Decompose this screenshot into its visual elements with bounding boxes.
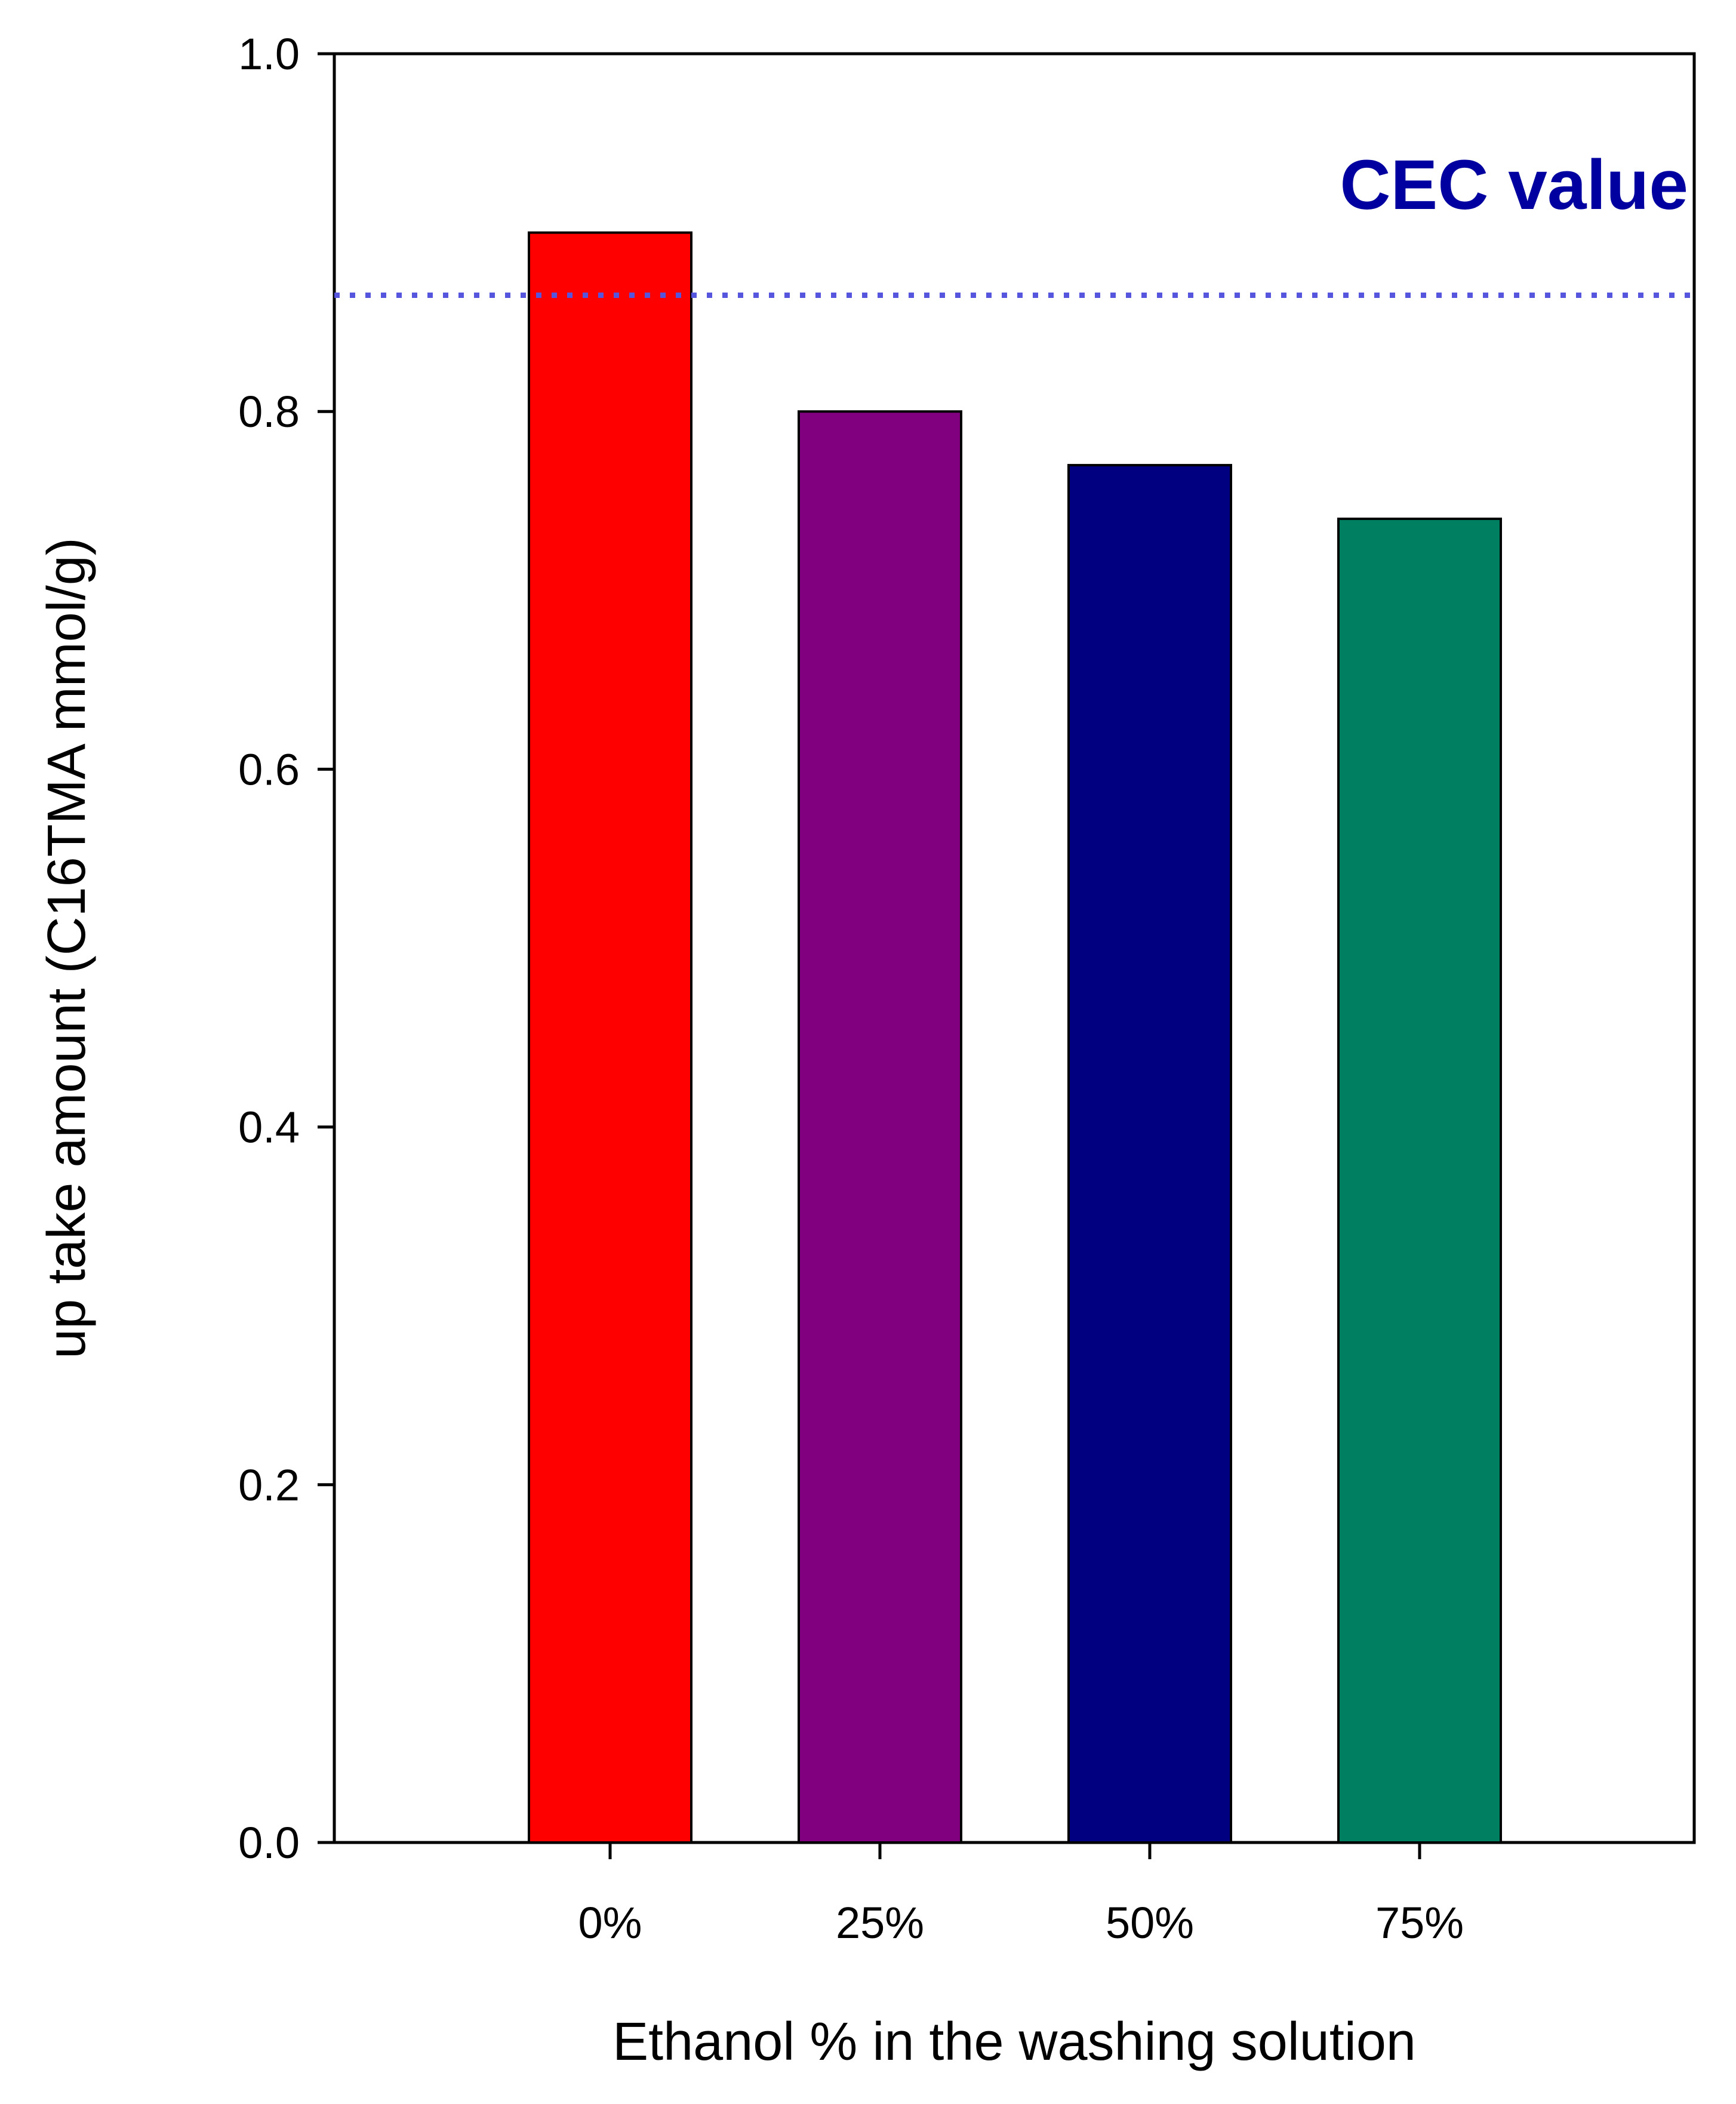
x-tick-label: 0% (578, 1898, 642, 1948)
y-tick-label: 1.0 (238, 29, 300, 79)
y-tick-label: 0.4 (238, 1103, 300, 1152)
y-axis-ticks: 0.0 0.2 0.4 0.6 0.8 1.0 (238, 29, 334, 1868)
bar-75pct (1337, 517, 1502, 1844)
x-axis-ticks: 0% 25% 50% 75% (578, 1842, 1464, 1948)
bar-50pct (1067, 464, 1232, 1844)
y-tick-label: 0.6 (238, 745, 300, 794)
y-tick-label: 0.2 (238, 1460, 300, 1510)
x-tick-label: 75% (1375, 1898, 1464, 1948)
cec-label: CEC value (1340, 146, 1688, 224)
plot-frame (333, 52, 1696, 1844)
bar-0pct (528, 231, 692, 1844)
bar-25pct (798, 410, 962, 1844)
y-axis-title: up take amount (C16TMA mmol/g) (37, 537, 97, 1359)
cec-reference: CEC value (334, 146, 1694, 298)
x-axis-title: Ethanol % in the washing solution (612, 2012, 1416, 2072)
y-tick-label: 0.8 (238, 387, 300, 436)
bars (528, 231, 1502, 1844)
plot-area (333, 52, 1696, 1844)
y-tick-label: 0.0 (238, 1818, 300, 1868)
x-tick-label: 25% (836, 1898, 924, 1948)
x-tick-label: 50% (1106, 1898, 1194, 1948)
